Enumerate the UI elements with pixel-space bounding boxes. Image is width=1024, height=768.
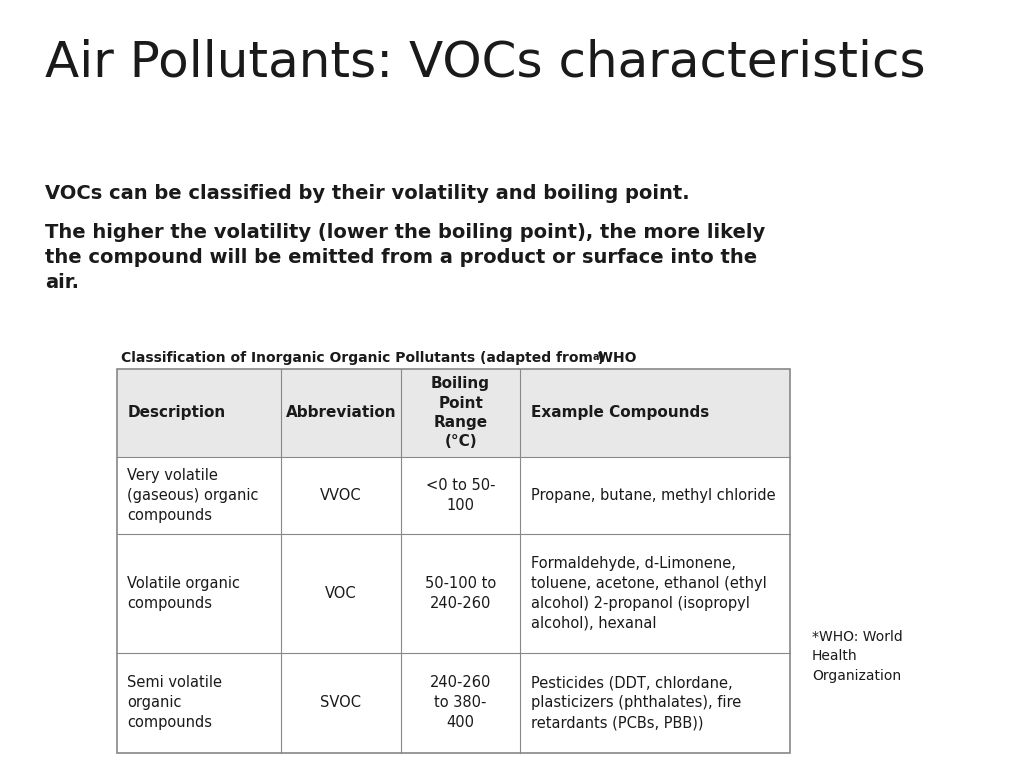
Text: The higher the volatility (lower the boiling point), the more likely
the compoun: The higher the volatility (lower the boi… — [45, 223, 765, 292]
Text: Classification of Inorganic Organic Pollutants (adapted from WHO: Classification of Inorganic Organic Poll… — [121, 351, 637, 365]
Text: Volatile organic
compounds: Volatile organic compounds — [127, 576, 241, 611]
Text: Very volatile
(gaseous) organic
compounds: Very volatile (gaseous) organic compound… — [127, 468, 259, 523]
Text: VOCs can be classified by their volatility and boiling point.: VOCs can be classified by their volatili… — [45, 184, 689, 204]
Text: Pesticides (DDT, chlordane,
plasticizers (phthalates), fire
retardants (PCBs, PB: Pesticides (DDT, chlordane, plasticizers… — [531, 675, 741, 730]
Text: VOC: VOC — [326, 586, 356, 601]
Text: <0 to 50-
100: <0 to 50- 100 — [426, 478, 496, 513]
Text: Propane, butane, methyl chloride: Propane, butane, methyl chloride — [531, 488, 776, 503]
Text: Formaldehyde, d-Limonene,
toluene, acetone, ethanol (ethyl
alcohol) 2-propanol (: Formaldehyde, d-Limonene, toluene, aceto… — [531, 556, 767, 631]
Text: Boiling
Point
Range
(°C): Boiling Point Range (°C) — [431, 376, 490, 449]
Text: Example Compounds: Example Compounds — [531, 406, 710, 420]
Text: SVOC: SVOC — [321, 695, 361, 710]
Text: Abbreviation: Abbreviation — [286, 406, 396, 420]
Text: *WHO: World
Health
Organization: *WHO: World Health Organization — [812, 630, 903, 683]
Text: ): ) — [598, 351, 604, 365]
Bar — [117, 369, 790, 457]
Bar — [117, 369, 790, 753]
Text: Semi volatile
organic
compounds: Semi volatile organic compounds — [127, 675, 222, 730]
Text: 50-100 to
240-260: 50-100 to 240-260 — [425, 576, 497, 611]
Text: Air Pollutants: VOCs characteristics: Air Pollutants: VOCs characteristics — [45, 38, 926, 87]
Text: VVOC: VVOC — [321, 488, 361, 503]
Text: a: a — [593, 352, 600, 362]
Text: Description: Description — [127, 406, 225, 420]
Text: 240-260
to 380-
400: 240-260 to 380- 400 — [430, 675, 492, 730]
